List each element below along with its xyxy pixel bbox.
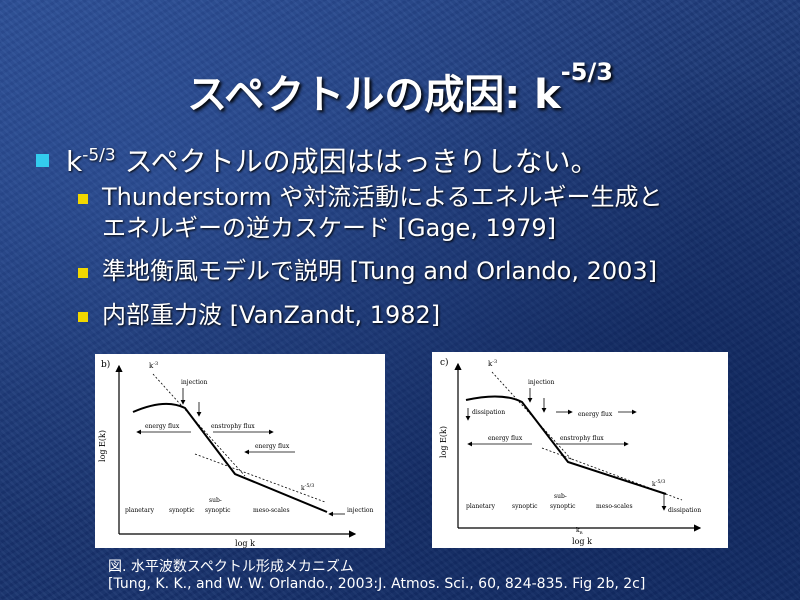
spectrum-curve — [132, 402, 328, 513]
energy-flux-right-label: energy flux — [255, 443, 290, 450]
panel-label-c: c) — [440, 357, 449, 368]
sub-synoptic-label: synoptic — [550, 503, 576, 510]
slide-title: スペクトルの成因: k-5/3 — [0, 58, 800, 120]
enstrophy-flux-label: enstrophy flux — [560, 435, 604, 442]
panel-label-b: b) — [101, 359, 110, 370]
dissipation-right-label: dissipation — [668, 507, 701, 514]
planetary-label: planetary — [125, 507, 155, 514]
injection-right-label: injection — [347, 507, 373, 514]
meso-scales-label: meso-scales — [253, 507, 290, 514]
sub-label: sub- — [209, 497, 222, 504]
x-axis-label: log k — [572, 537, 592, 546]
synoptic-label: synoptic — [169, 507, 195, 514]
sub-label: sub- — [554, 493, 567, 500]
figure-citation: [Tung, K. K., and W. W. Orlando., 2003:J… — [108, 576, 646, 592]
sub-synoptic-label: synoptic — [205, 507, 231, 514]
k53-reference-line — [194, 453, 326, 503]
x-axis-label: log k — [235, 539, 255, 548]
kr-label: kR — [576, 527, 584, 535]
k53-label: k-5/3 — [652, 479, 665, 488]
y-axis-label: log E(k) — [439, 426, 448, 458]
bullet-1-exponent: -5/3 — [82, 145, 116, 166]
k3-label: k-3 — [149, 361, 158, 370]
synoptic-label: synoptic — [512, 503, 538, 510]
title-exponent: -5/3 — [560, 58, 613, 86]
dissipation-left-label: dissipation — [472, 409, 505, 416]
energy-flux-left-label: energy flux — [145, 423, 180, 430]
enstrophy-flux-label: enstrophy flux — [211, 423, 255, 430]
sub-bullet-3-line-1: 内部重力波 [VanZandt, 1982] — [102, 301, 441, 329]
sub-bullet-1-line-1: Thunderstorm や対流活動によるエネルギー生成と — [102, 183, 663, 211]
k3-label: k-3 — [488, 359, 497, 368]
figure-b: b) log E(k) log k k-3 injection energy f… — [95, 354, 385, 548]
sub-bullet-1-line-2: エネルギーの逆カスケード [Gage, 1979] — [102, 214, 556, 242]
sub-bullet-2-line-1: 準地衡風モデルで説明 [Tung and Orlando, 2003] — [102, 257, 658, 285]
sub-bullet-marker — [78, 194, 88, 204]
title-text: スペクトルの成因: k — [187, 72, 561, 118]
meso-scales-label: meso-scales — [596, 503, 633, 510]
spectrum-curve — [465, 395, 667, 495]
sub-bullet-marker — [78, 268, 88, 278]
injection-label: injection — [181, 379, 207, 386]
sub-bullet-marker — [78, 312, 88, 322]
figure-caption: 図. 水平波数スペクトル形成メカニズム — [108, 559, 354, 575]
energy-flux-left-label: energy flux — [488, 435, 523, 442]
y-axis-label: log E(k) — [98, 430, 107, 462]
bullet-1-text: スペクトルの成因ははっきりしない。 — [115, 145, 599, 178]
k53-label: k-5/3 — [301, 483, 314, 492]
injection-label: injection — [528, 379, 554, 386]
energy-flux-top-label: energy flux — [578, 411, 613, 418]
bullet-1-k: k — [66, 145, 83, 178]
figure-c: c) log E(k) log k k-3 injection dissipat… — [432, 352, 728, 548]
planetary-label: planetary — [466, 503, 496, 510]
bullet-marker — [36, 154, 49, 167]
